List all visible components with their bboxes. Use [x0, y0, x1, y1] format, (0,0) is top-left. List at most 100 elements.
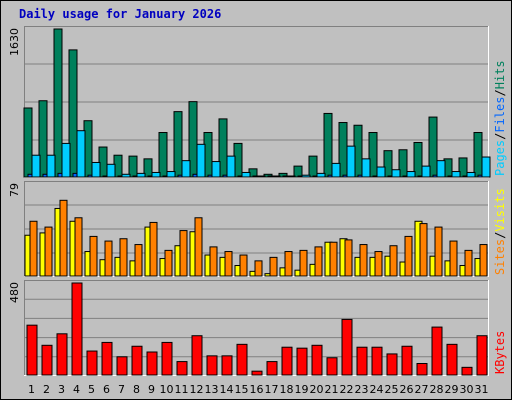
series-sites — [24, 207, 483, 277]
bar-pages-day-31 — [481, 156, 491, 178]
bar-pages-day-17 — [271, 175, 281, 178]
bar-kbytes-day-17 — [266, 361, 278, 376]
bar-pages-day-1 — [31, 154, 41, 178]
bar-kbytes-day-26 — [401, 345, 413, 376]
bar-visits-day-11 — [179, 230, 188, 277]
bar-kbytes-day-3 — [56, 333, 68, 376]
chart-title: Daily usage for January 2026 — [19, 7, 222, 21]
bar-visits-day-2 — [44, 226, 53, 277]
bar-hits-day-1 — [23, 107, 33, 178]
bar-visits-day-8 — [134, 244, 143, 277]
bar-visits-day-19 — [299, 249, 308, 277]
bar-visits-day-10 — [164, 249, 173, 277]
legend-separator: / — [493, 133, 507, 140]
bar-pages-day-19 — [301, 174, 311, 178]
bar-hits-day-21 — [323, 112, 333, 178]
x-label-day-13: 13 — [205, 383, 219, 396]
y-max-label: 79 — [8, 183, 21, 197]
bar-pages-day-3 — [61, 142, 71, 178]
bar-pages-day-13 — [211, 161, 221, 178]
legend-hits: Hits — [493, 60, 507, 89]
bar-visits-day-15 — [239, 254, 248, 277]
bar-pages-day-26 — [406, 171, 416, 178]
legend-sites: Sites — [493, 239, 507, 275]
bar-visits-day-7 — [119, 238, 128, 277]
bar-kbytes-day-24 — [371, 346, 383, 376]
bar-kbytes-day-5 — [86, 350, 98, 376]
x-label-day-17: 17 — [265, 383, 279, 396]
bar-kbytes-day-10 — [161, 341, 173, 376]
x-label-day-16: 16 — [250, 383, 264, 396]
x-label-day-10: 10 — [160, 383, 174, 396]
series-hits — [23, 28, 483, 178]
bar-kbytes-day-11 — [176, 361, 188, 376]
bar-pages-day-12 — [196, 143, 206, 178]
bar-visits-day-25 — [389, 245, 398, 277]
legend-visits: Visits — [493, 188, 507, 231]
series-kbytes — [26, 282, 488, 376]
x-label-day-11: 11 — [175, 383, 189, 396]
bar-kbytes-day-8 — [131, 345, 143, 376]
x-label-day-9: 9 — [148, 383, 155, 396]
x-label-day-1: 1 — [28, 383, 35, 396]
x-label-day-18: 18 — [280, 383, 294, 396]
bar-kbytes-day-31 — [476, 335, 488, 376]
bar-pages-day-25 — [391, 169, 401, 178]
x-label-day-31: 31 — [475, 383, 489, 396]
bar-pages-day-11 — [181, 160, 191, 178]
bar-visits-day-4 — [74, 217, 83, 277]
bar-kbytes-day-4 — [71, 282, 83, 376]
bar-pages-day-7 — [121, 173, 131, 178]
bar-hits-day-31 — [473, 132, 483, 178]
bar-pages-day-9 — [151, 171, 161, 178]
bar-kbytes-day-23 — [356, 346, 368, 376]
x-label-day-8: 8 — [133, 383, 140, 396]
x-label-day-21: 21 — [325, 383, 339, 396]
bar-pages-day-6 — [106, 163, 116, 178]
bar-visits-day-23 — [359, 244, 368, 277]
x-label-day-19: 19 — [295, 383, 309, 396]
x-label-day-23: 23 — [355, 383, 369, 396]
bar-visits-day-20 — [314, 246, 323, 277]
bar-kbytes-day-6 — [101, 341, 113, 376]
bar-kbytes-day-30 — [461, 366, 473, 376]
bar-visits-day-31 — [479, 244, 488, 277]
x-label-day-12: 12 — [190, 383, 204, 396]
legend-separator: / — [493, 232, 507, 239]
x-label-day-27: 27 — [415, 383, 429, 396]
bar-pages-day-21 — [331, 162, 341, 178]
bar-visits-day-26 — [404, 235, 413, 277]
x-label-day-3: 3 — [58, 383, 65, 396]
bar-pages-day-16 — [256, 175, 266, 178]
bar-kbytes-day-13 — [206, 355, 218, 376]
chart-panels: 1630Pages/Files/Hits79Sites/Visits480KBy… — [8, 26, 507, 376]
bar-kbytes-day-27 — [416, 363, 428, 376]
bar-pages-day-30 — [466, 171, 476, 178]
x-label-day-26: 26 — [400, 383, 414, 396]
bar-pages-day-8 — [136, 172, 146, 178]
bar-visits-day-24 — [374, 251, 383, 277]
bar-pages-day-27 — [421, 165, 431, 178]
y-max-label: 480 — [8, 282, 21, 303]
bar-kbytes-day-15 — [236, 343, 248, 376]
x-label-day-24: 24 — [370, 383, 384, 396]
bar-visits-day-22 — [344, 239, 353, 277]
bar-kbytes-day-22 — [341, 318, 353, 376]
bar-visits-day-14 — [224, 251, 233, 277]
series-visits — [29, 199, 488, 277]
bar-kbytes-day-2 — [41, 344, 53, 376]
bar-kbytes-day-18 — [281, 346, 293, 376]
bar-visits-day-12 — [194, 217, 203, 277]
bar-pages-day-29 — [451, 171, 461, 178]
bar-kbytes-day-21 — [326, 357, 338, 376]
bar-pages-day-5 — [91, 161, 101, 178]
x-axis-labels: 1 2 3 4 5 6 7 8 9 10 11 12 13 14 15 16 17 18 19 20 21 22 23 24 2… — [28, 383, 489, 396]
x-label-day-14: 14 — [220, 383, 234, 396]
bar-hits-day-11 — [173, 111, 183, 178]
x-label-day-29: 29 — [445, 383, 459, 396]
bar-pages-day-24 — [376, 166, 386, 178]
bar-kbytes-day-9 — [146, 351, 158, 376]
legend-files: Files — [493, 97, 507, 133]
x-label-day-2: 2 — [43, 383, 50, 396]
